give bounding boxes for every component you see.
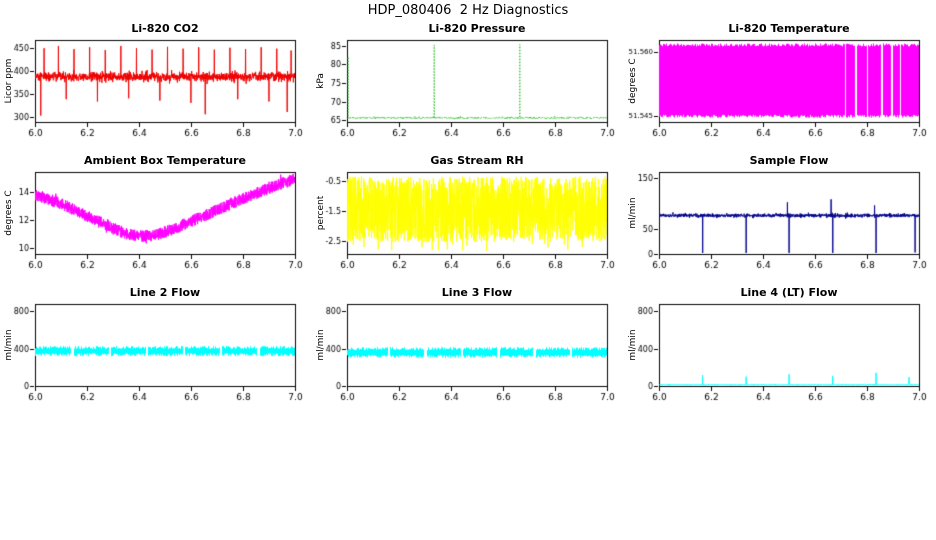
chart-title: Li-820 Pressure — [428, 22, 526, 35]
chart-title: Li-820 CO2 — [131, 22, 199, 35]
chart-title: Ambient Box Temperature — [84, 154, 246, 167]
chart-line3-flow: Line 3 Flow ml/min — [312, 286, 624, 412]
plot-canvas — [624, 300, 936, 412]
chart-title: Line 3 Flow — [441, 286, 513, 299]
plot-canvas — [624, 168, 936, 280]
chart-li820-co2: Li-820 CO2 Licor ppm — [0, 22, 312, 148]
plot-canvas — [0, 168, 312, 280]
chart-gas-stream-rh: Gas Stream RH percent — [312, 154, 624, 280]
chart-title: Li-820 Temperature — [728, 22, 850, 35]
page-title: HDP_080406 2 Hz Diagnostics — [367, 3, 569, 18]
chart-ambient-box-temperature: Ambient Box Temperature degrees C — [0, 154, 312, 280]
chart-title: Gas Stream RH — [430, 154, 524, 167]
chart-li820-pressure: Li-820 Pressure kPa — [312, 22, 624, 148]
chart-line2-flow: Line 2 Flow ml/min — [0, 286, 312, 412]
chart-li820-temperature: Li-820 Temperature degrees C — [624, 22, 936, 148]
plot-canvas — [0, 300, 312, 412]
plot-canvas — [312, 168, 624, 280]
plot-canvas — [312, 36, 624, 148]
plot-canvas — [312, 300, 624, 412]
plot-canvas — [0, 36, 312, 148]
chart-title: Sample Flow — [749, 154, 829, 167]
chart-sample-flow: Sample Flow ml/min — [624, 154, 936, 280]
chart-title: Line 4 (LT) Flow — [740, 286, 838, 299]
chart-title: Line 2 Flow — [129, 286, 201, 299]
plot-canvas — [624, 36, 936, 148]
chart-line4-lt-flow: Line 4 (LT) Flow ml/min — [624, 286, 936, 412]
